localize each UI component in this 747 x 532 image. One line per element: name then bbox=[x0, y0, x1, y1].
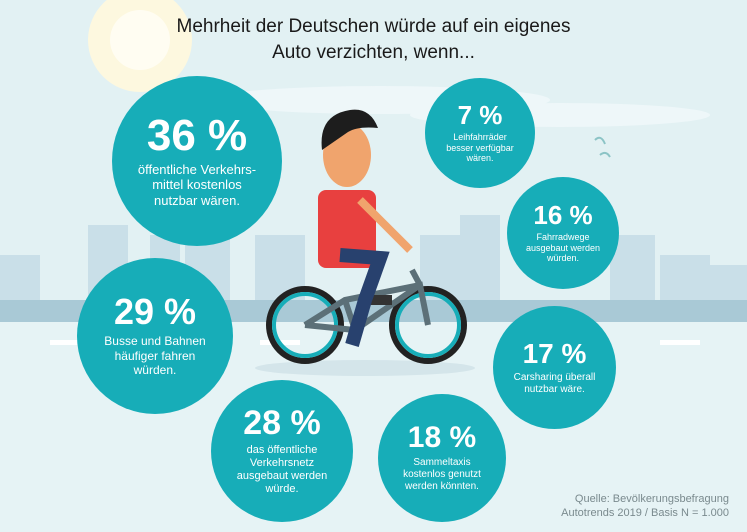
bubble-28: 28 % das öffentliche Verkehrsnetz ausgeb… bbox=[211, 380, 353, 522]
pct-label: 18 % bbox=[407, 421, 477, 454]
source-line-1: Quelle: Bevölkerungsbefragung bbox=[574, 493, 729, 505]
bubble-16: 16 % Fahrradwege ausgebaut werden würden… bbox=[507, 177, 619, 289]
pct-label: 28 % bbox=[243, 403, 321, 442]
bubble-label: öffentliche Verkehrs-mittel kostenlos nu… bbox=[137, 161, 257, 208]
title-line-2: Auto verzichten, wenn... bbox=[272, 42, 475, 63]
bubble-label: das öffentliche Verkehrsnetz ausgebaut w… bbox=[236, 443, 328, 496]
pct-label: 7 % bbox=[457, 99, 503, 130]
page-title: Mehrheit der Deutschen würde auf ein eig… bbox=[0, 14, 747, 66]
bubble-29: 29 % Busse und Bahnen häufiger fahren wü… bbox=[77, 258, 233, 414]
bubble-7: 7 % Leihfahrräder besser verfügbar wären… bbox=[425, 78, 535, 188]
title-line-1: Mehrheit der Deutschen würde auf ein eig… bbox=[176, 16, 571, 37]
bubble-label: Carsharing überall nutzbar wäre. bbox=[513, 371, 596, 395]
bubble-label: Busse und Bahnen häufiger fahren würden. bbox=[104, 334, 206, 378]
bird-icon bbox=[594, 136, 611, 158]
bubble-label: Leihfahrräder besser verfügbar wären. bbox=[446, 131, 514, 164]
pct-label: 29 % bbox=[113, 291, 197, 333]
pct-label: 16 % bbox=[533, 199, 593, 230]
pct-label: 36 % bbox=[146, 110, 248, 160]
bubble-36: 36 % öffentliche Verkehrs-mittel kostenl… bbox=[112, 76, 282, 246]
bubble-label: Sammeltaxis kostenlos genutzt werden kön… bbox=[403, 457, 481, 492]
cyclist-icon bbox=[255, 109, 475, 376]
bubble-label: Fahrradwege ausgebaut werden würden. bbox=[525, 231, 601, 264]
bubble-17: 17 % Carsharing überall nutzbar wäre. bbox=[493, 306, 616, 429]
bubble-18: 18 % Sammeltaxis kostenlos genutzt werde… bbox=[378, 394, 506, 522]
source-note: Quelle: Bevölkerungsbefragung Autotrends… bbox=[561, 492, 729, 520]
source-line-2: Autotrends 2019 / Basis N = 1.000 bbox=[561, 507, 729, 519]
pct-label: 17 % bbox=[522, 337, 587, 369]
